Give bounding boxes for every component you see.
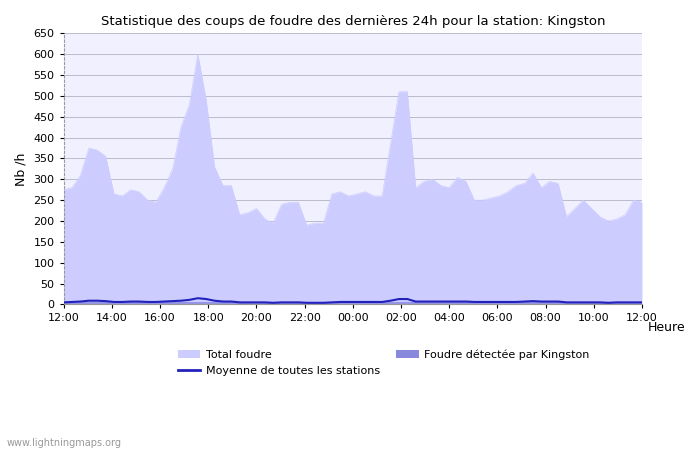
Text: www.lightningmaps.org: www.lightningmaps.org [7, 438, 122, 448]
Text: Heure: Heure [648, 321, 685, 334]
Legend: Total foudre, Moyenne de toutes les stations, Foudre détectée par Kingston: Total foudre, Moyenne de toutes les stat… [174, 345, 594, 380]
Y-axis label: Nb /h: Nb /h [15, 152, 28, 185]
Title: Statistique des coups de foudre des dernières 24h pour la station: Kingston: Statistique des coups de foudre des dern… [101, 15, 605, 28]
